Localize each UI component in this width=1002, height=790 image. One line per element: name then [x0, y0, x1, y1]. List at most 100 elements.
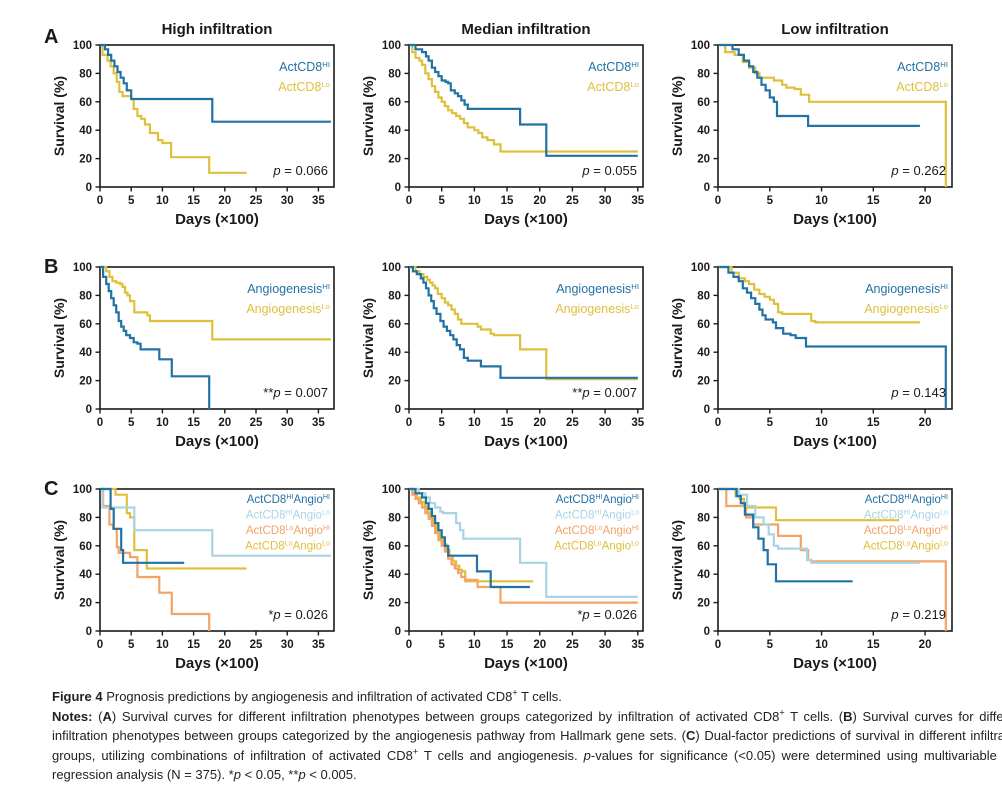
caption-text-part: T cells. [517, 689, 562, 704]
y-tick-label: 100 [73, 262, 92, 274]
x-axis-label: Days (×100) [175, 655, 259, 672]
survival-chart-a3: Low infiltration 0 20 40 60 80 100 0 5 10 15 20 Days… [669, 21, 953, 228]
legend-entry: ActCD8HIAngioHI [247, 493, 330, 506]
figure-caption: Figure 4 Prognosis predictions by angiog… [38, 677, 1002, 785]
x-tick-label: 35 [312, 195, 325, 207]
plot-border [408, 488, 644, 632]
survival-panel-b1: B 0 20 40 60 80 100 0 5 10 15 20 25 30 35 Days (×100) Su… [38, 253, 341, 455]
caption-text-part: ) Dual-factor predictions of survival in… [52, 728, 1002, 763]
y-tick-label: 40 [388, 569, 401, 581]
series-line-0 [718, 487, 853, 583]
y-tick-label: 20 [388, 598, 401, 610]
series-line-3 [409, 487, 534, 583]
legend-entry: ActCD8Lo [587, 80, 639, 94]
series-line-1 [409, 265, 638, 381]
y-tick-label: 60 [388, 97, 401, 109]
x-tick-label: 15 [867, 195, 880, 207]
x-tick-label: 15 [187, 639, 200, 651]
y-tick-label: 100 [382, 40, 401, 52]
legend-entry: AngiogenesisHI [247, 282, 330, 296]
row-label-b: B [44, 256, 58, 278]
p-value-label: *p = 0.026 [268, 607, 328, 622]
survival-chart-a1: A High infiltration 0 20 40 60 80 100 0 5 10 15 20 25… [44, 21, 335, 228]
survival-panel-a2: Median infiltration 0 20 40 60 80 100 0 5 10 15 20 2… [347, 15, 650, 233]
p-value-label: **p = 0.007 [572, 385, 637, 400]
x-tick-label: 0 [97, 195, 103, 207]
caption-text-part: < 0.05, ** [240, 767, 299, 782]
y-tick-label: 40 [697, 347, 710, 359]
y-tick-label: 80 [388, 290, 401, 302]
y-tick-label: 0 [704, 182, 710, 194]
caption-text-part: p [583, 747, 591, 763]
x-tick-label: 15 [187, 417, 200, 429]
series-line-0 [100, 265, 211, 409]
y-tick-label: 40 [79, 347, 92, 359]
x-tick-label: 15 [187, 195, 200, 207]
x-tick-label: 30 [599, 195, 612, 207]
survival-chart-b1: B 0 20 40 60 80 100 0 5 10 15 20 25 30 35 Days (×100) Su… [44, 256, 335, 450]
caption-text-part: ) Survival curves for different infiltra… [111, 708, 780, 724]
caption-title: Figure 4 Prognosis predictions by angiog… [52, 687, 1002, 707]
panel-row-b: B 0 20 40 60 80 100 0 5 10 15 20 25 30 35 Days (×100) Su… [38, 253, 1002, 455]
series-line-0 [409, 487, 530, 589]
x-tick-label: 20 [919, 417, 932, 429]
x-tick-label: 0 [715, 417, 721, 429]
x-tick-label: 10 [468, 417, 481, 429]
x-tick-label: 20 [533, 639, 546, 651]
p-value-label: *p = 0.026 [577, 607, 637, 622]
legend-entry: ActCD8Lo [896, 80, 948, 94]
series-line-1 [100, 487, 331, 557]
caption-text-part: ( [98, 708, 103, 724]
series-line-1 [718, 43, 947, 187]
y-tick-label: 40 [697, 569, 710, 581]
y-tick-label: 20 [697, 376, 710, 388]
x-tick-label: 0 [406, 639, 412, 651]
y-tick-label: 0 [704, 626, 710, 638]
caption-text-part: ) Survival curves for different infiltra… [52, 708, 1002, 744]
p-value-label: p = 0.066 [272, 163, 328, 178]
y-tick-label: 20 [79, 154, 92, 166]
panel-title: High infiltration [162, 21, 273, 38]
x-tick-label: 0 [97, 417, 103, 429]
series-line-0 [409, 43, 638, 157]
x-tick-label: 15 [501, 417, 514, 429]
y-tick-label: 40 [388, 125, 401, 137]
x-tick-label: 10 [156, 417, 169, 429]
y-tick-label: 20 [79, 598, 92, 610]
y-tick-label: 100 [382, 484, 401, 496]
x-tick-label: 10 [815, 639, 828, 651]
series-line-0 [100, 487, 185, 564]
x-tick-label: 20 [218, 417, 231, 429]
x-tick-label: 10 [156, 639, 169, 651]
legend-entry: ActCD8LoAngioHI [555, 524, 639, 537]
y-tick-label: 20 [697, 598, 710, 610]
caption-text-part: Notes: [52, 708, 99, 724]
legend-entry: AngiogenesisLo [864, 302, 948, 316]
survival-chart-b2: 0 20 40 60 80 100 0 5 10 15 20 25 30 35 Days (×100) Sur… [360, 262, 645, 450]
p-value-label: p = 0.262 [890, 163, 946, 178]
panel-row-a: A High infiltration 0 20 40 60 80 100 0 5 10 15 20 25… [38, 15, 1002, 233]
series-line-2 [100, 487, 211, 631]
y-tick-label: 20 [388, 154, 401, 166]
y-tick-label: 40 [697, 125, 710, 137]
survival-chart-c1: C 0 20 40 60 80 100 0 5 10 15 20 25 30 35 Days (×100) Su… [44, 478, 335, 672]
p-value-label: **p = 0.007 [263, 385, 328, 400]
x-tick-label: 25 [566, 417, 579, 429]
survival-panel-c1: C 0 20 40 60 80 100 0 5 10 15 20 25 30 35 Days (×100) Su… [38, 475, 341, 677]
y-tick-label: 60 [697, 97, 710, 109]
x-tick-label: 10 [156, 195, 169, 207]
series-line-0 [100, 43, 331, 123]
plot-border [99, 488, 335, 632]
y-tick-label: 60 [388, 319, 401, 331]
x-tick-label: 10 [468, 195, 481, 207]
x-axis-label: Days (×100) [484, 211, 568, 228]
legend-entry: ActCD8HI [897, 60, 948, 74]
y-tick-label: 0 [395, 404, 401, 416]
survival-panel-c3: 0 20 40 60 80 100 0 5 10 15 20 Days (×100) Survival … [656, 475, 959, 677]
x-tick-label: 25 [250, 417, 263, 429]
caption-text-part: < 0.005. [305, 767, 357, 782]
y-tick-label: 0 [704, 404, 710, 416]
x-tick-label: 35 [312, 639, 325, 651]
series-line-1 [100, 43, 247, 174]
y-tick-label: 100 [691, 40, 710, 52]
